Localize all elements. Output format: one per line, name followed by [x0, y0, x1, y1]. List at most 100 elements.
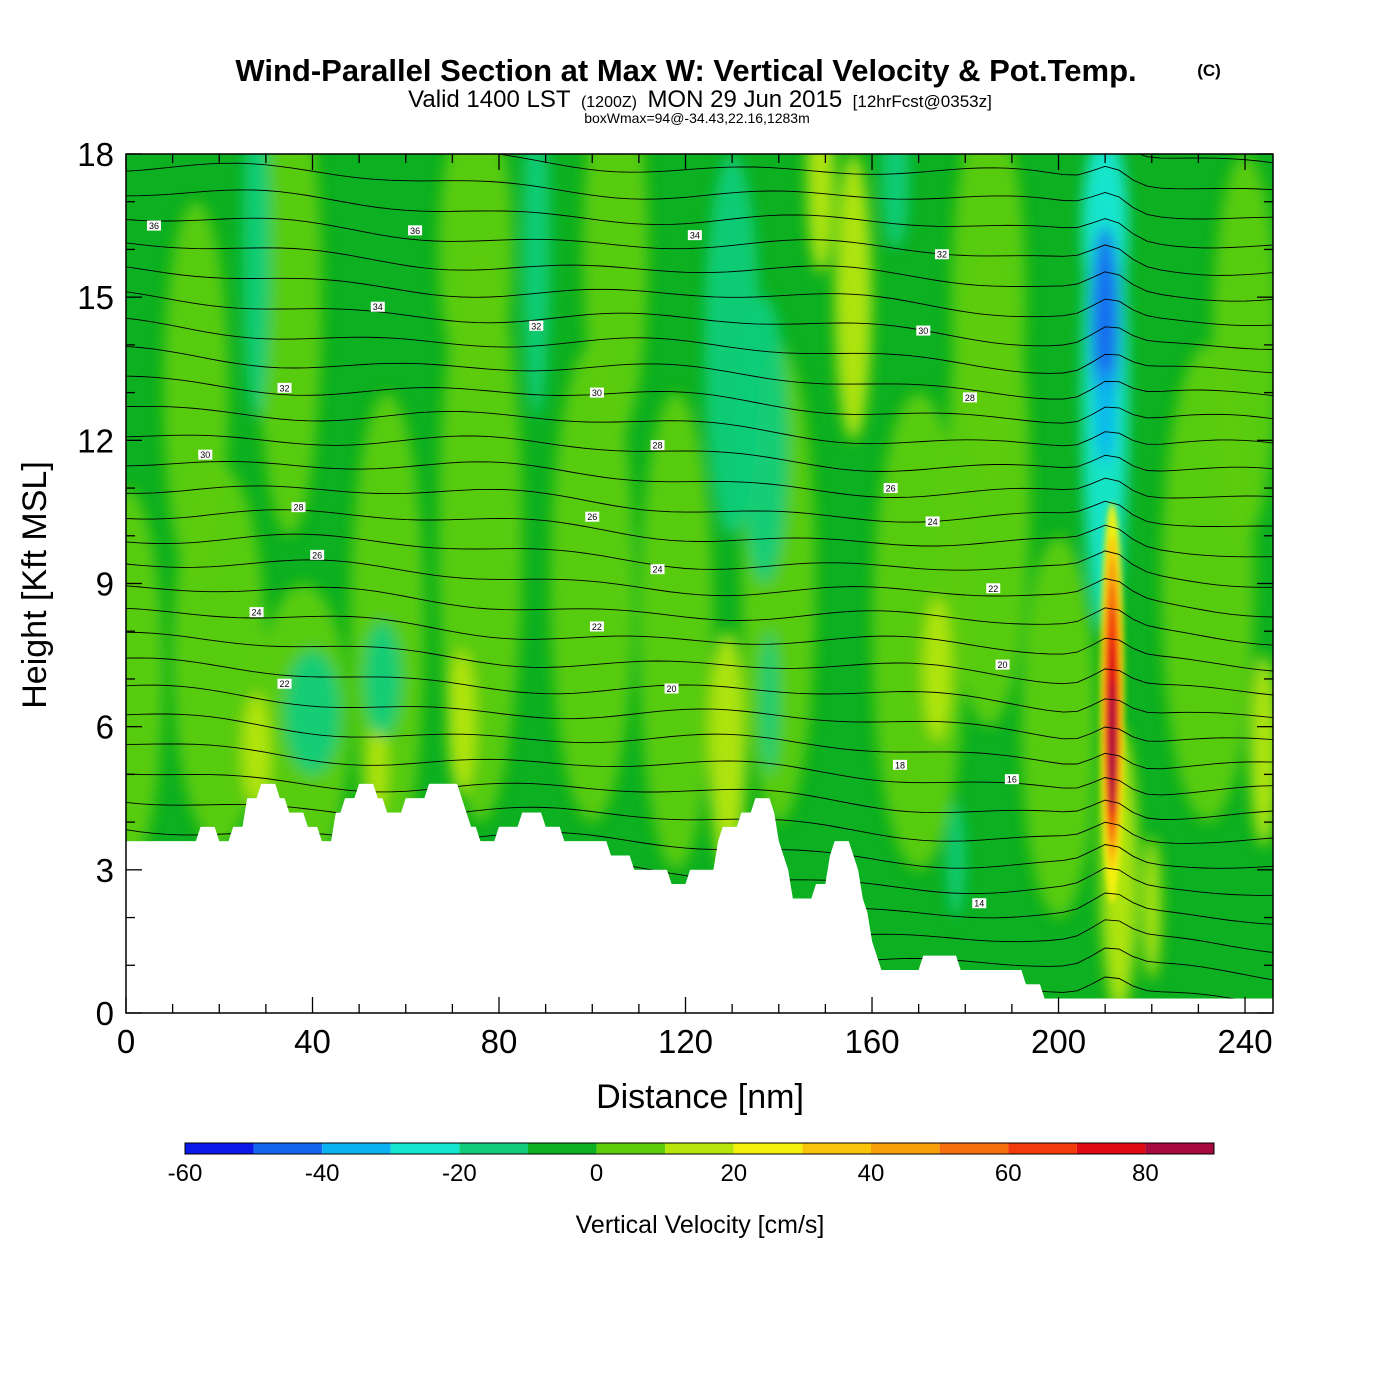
velocity-cell	[760, 631, 779, 775]
theta-label-box	[277, 382, 292, 393]
theta-label-box	[925, 516, 940, 527]
theta-label-text: 20	[667, 684, 677, 694]
colorbar-tick-label: -60	[168, 1160, 203, 1187]
colorbar-swatch	[390, 1143, 460, 1154]
colorbar-swatch	[596, 1143, 666, 1154]
theta-label: 20	[995, 659, 1010, 670]
theta-label-text: 20	[998, 660, 1008, 670]
velocity-cell	[256, 154, 322, 536]
chart-subtitle: Valid 1400 LST (1200Z) MON 29 Jun 2015 […	[408, 86, 992, 113]
colorbar-swatch	[459, 1143, 528, 1154]
theta-label-box	[529, 320, 544, 331]
theta-label-box	[892, 759, 907, 770]
velocity-cell	[1249, 655, 1273, 846]
x-tick-label: 80	[481, 1023, 518, 1060]
colorbar-swatch	[1076, 1143, 1146, 1154]
theta-label: 28	[291, 502, 306, 513]
theta-contour	[126, 162, 1273, 220]
theta-label-text: 22	[592, 622, 602, 632]
theta-contour	[126, 585, 1273, 646]
x-tick-label: 240	[1217, 1023, 1272, 1060]
theta-label-text: 24	[653, 565, 663, 575]
theta-label-text: 16	[1007, 775, 1017, 785]
y-tick-label: 3	[96, 852, 114, 889]
theta-label-box	[995, 659, 1010, 670]
theta-label-text: 30	[592, 388, 602, 398]
theta-label-text: 18	[895, 760, 905, 770]
theta-label: 22	[589, 621, 604, 632]
theta-label-text: 32	[937, 250, 947, 260]
velocity-cell	[522, 154, 551, 417]
copyright-mark: (C)	[1197, 61, 1221, 80]
x-tick-label: 160	[844, 1023, 899, 1060]
theta-contour	[126, 684, 1273, 742]
theta-contour	[126, 154, 1273, 191]
subtitle-utc: (1200Z)	[581, 94, 637, 111]
theta-label-box	[589, 387, 604, 398]
theta-contour	[126, 801, 1273, 844]
theta-label: 34	[687, 230, 702, 241]
velocity-cell	[741, 297, 789, 584]
theta-contour	[126, 405, 1273, 447]
theta-label-text: 22	[280, 679, 290, 689]
theta-contour	[126, 242, 1273, 302]
colorbar-tick-label: -40	[305, 1160, 340, 1187]
theta-contour	[126, 266, 1273, 327]
theta-label-box	[408, 225, 423, 236]
theta-label: 36	[408, 225, 423, 236]
theta-contour	[126, 434, 1273, 472]
theta-label: 16	[1004, 774, 1019, 785]
theta-label-text: 30	[918, 326, 928, 336]
theta-label: 32	[934, 249, 949, 260]
theta-label: 24	[650, 564, 665, 575]
velocity-cell	[806, 154, 835, 274]
y-tick-label: 6	[96, 709, 114, 746]
x-tick-label: 120	[658, 1023, 713, 1060]
theta-contour	[126, 533, 1273, 588]
theta-label-box	[249, 607, 264, 618]
subtitle-date: MON 29 Jun 2015	[647, 86, 842, 113]
updraft-core	[1110, 717, 1115, 794]
colorbar-tick-label: 20	[720, 1160, 747, 1187]
theta-label-box	[146, 220, 161, 231]
colorbar-swatch	[528, 1143, 597, 1154]
theta-label-text: 24	[928, 517, 938, 527]
theta-label-box	[650, 440, 665, 451]
theta-label: 30	[198, 449, 213, 460]
theta-label: 32	[277, 382, 292, 393]
colorbar-frame	[184, 1142, 1215, 1155]
velocity-cell	[872, 392, 966, 870]
theta-label: 34	[370, 301, 385, 312]
theta-label-text: 32	[280, 383, 290, 393]
theta-label: 26	[883, 483, 898, 494]
velocity-cell	[163, 201, 229, 584]
velocity-cell	[550, 344, 635, 823]
colorbar-swatch	[871, 1143, 940, 1154]
x-tick-label: 200	[1031, 1023, 1086, 1060]
theta-label-text: 32	[531, 321, 541, 331]
velocity-cell	[834, 154, 873, 441]
theta-contour	[126, 657, 1273, 719]
theta-label-text: 24	[252, 608, 262, 618]
colorbar-tick-label: 40	[858, 1160, 885, 1187]
y-tick-label: 0	[96, 995, 114, 1032]
terrain-mask	[126, 783, 1273, 1013]
x-axis-label: Distance [nm]	[596, 1078, 804, 1116]
y-tick-label: 15	[77, 279, 114, 316]
theta-label-box	[883, 483, 898, 494]
chart-title: Wind-Parallel Section at Max W: Vertical…	[235, 53, 1136, 88]
theta-label-box	[962, 392, 977, 403]
velocity-cell	[284, 650, 341, 775]
theta-label-text: 36	[149, 221, 159, 231]
y-tick-label: 12	[77, 422, 114, 459]
theta-label-box	[934, 249, 949, 260]
colorbar-swatch	[253, 1143, 323, 1154]
theta-label-text: 26	[886, 484, 896, 494]
theta-label-box	[1004, 774, 1019, 785]
subtitle-forecast: [12hrFcst@0353z]	[853, 92, 992, 111]
theta-label: 20	[664, 683, 679, 694]
colorbar-swatch	[733, 1143, 803, 1154]
theta-label-box	[972, 898, 987, 909]
velocity-cell	[638, 392, 714, 870]
